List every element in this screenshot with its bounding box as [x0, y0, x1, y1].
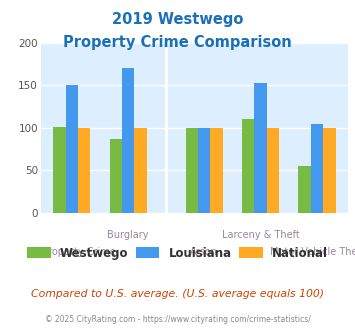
Bar: [78, 128, 91, 213]
Text: Property Crime Comparison: Property Crime Comparison: [63, 35, 292, 50]
Bar: [110, 139, 122, 213]
Text: All Property Crime: All Property Crime: [27, 247, 116, 257]
Bar: [66, 85, 78, 213]
Bar: [198, 128, 211, 213]
Bar: [122, 68, 134, 213]
Text: 2019 Westwego: 2019 Westwego: [112, 12, 243, 26]
Text: Motor Vehicle Theft: Motor Vehicle Theft: [269, 247, 355, 257]
Bar: [53, 127, 66, 213]
Bar: [298, 166, 311, 213]
Text: Compared to U.S. average. (U.S. average equals 100): Compared to U.S. average. (U.S. average …: [31, 289, 324, 299]
Text: Burglary: Burglary: [108, 230, 149, 240]
Legend: Westwego, Louisiana, National: Westwego, Louisiana, National: [27, 247, 328, 260]
Bar: [267, 128, 279, 213]
Bar: [134, 128, 147, 213]
Bar: [323, 128, 335, 213]
Bar: [186, 128, 198, 213]
Bar: [255, 83, 267, 213]
Text: © 2025 CityRating.com - https://www.cityrating.com/crime-statistics/: © 2025 CityRating.com - https://www.city…: [45, 315, 310, 324]
Text: Larceny & Theft: Larceny & Theft: [222, 230, 299, 240]
Text: Arson: Arson: [190, 247, 218, 257]
Bar: [242, 118, 255, 213]
Bar: [211, 128, 223, 213]
Bar: [311, 124, 323, 213]
